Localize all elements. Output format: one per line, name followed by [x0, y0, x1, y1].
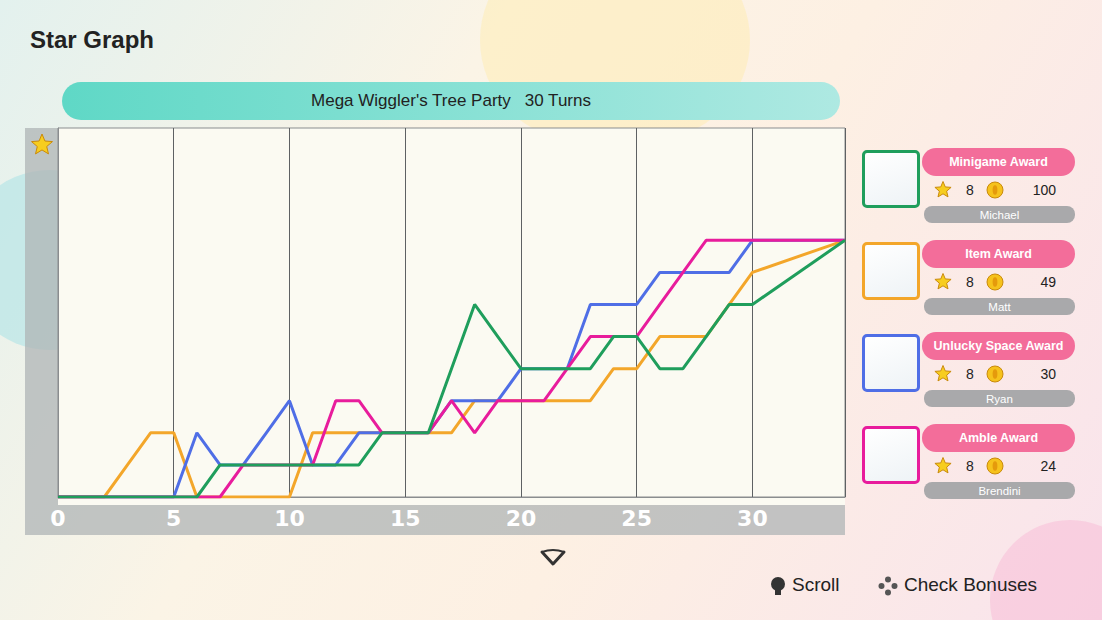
svg-text:15: 15 — [390, 506, 421, 531]
svg-text:25: 25 — [621, 506, 652, 531]
html-text:Amble Award: Amble Award — [958, 431, 1039, 445]
html-text:8: 8 — [966, 274, 974, 290]
html-text:Brendini: Brendini — [978, 484, 1021, 497]
html-text:Scroll: Scroll — [792, 574, 840, 595]
html-text:Minigame Award: Minigame Award — [949, 155, 1048, 169]
svg-text:20: 20 — [506, 506, 537, 531]
svg-text:0: 0 — [50, 506, 65, 531]
html-text:Mega Wiggler's Tree Party: Mega Wiggler's Tree Party — [311, 91, 511, 110]
html-text:Ryan: Ryan — [986, 392, 1013, 405]
html-text:30: 30 — [1040, 366, 1056, 382]
html-text:Check Bonuses: Check Bonuses — [904, 574, 1038, 595]
svg-text:30: 30 — [737, 506, 768, 531]
html-text:100: 100 — [1032, 182, 1056, 198]
html-text:8: 8 — [966, 366, 974, 382]
html-text:8: 8 — [966, 458, 974, 474]
html-text:Star Graph: Star Graph — [30, 26, 154, 53]
svg-text:10: 10 — [274, 506, 305, 531]
html-text:24: 24 — [1040, 458, 1056, 474]
html-text:Item Award: Item Award — [965, 247, 1032, 261]
html-text:8: 8 — [966, 182, 974, 198]
html-text:Michael: Michael — [979, 208, 1020, 221]
svg-text:5: 5 — [166, 506, 181, 531]
html-text:Unlucky Space Award: Unlucky Space Award — [933, 339, 1064, 353]
html-text:Matt: Matt — [988, 300, 1011, 313]
html-text:49: 49 — [1040, 274, 1056, 290]
html-text:30 Turns: 30 Turns — [524, 91, 591, 110]
